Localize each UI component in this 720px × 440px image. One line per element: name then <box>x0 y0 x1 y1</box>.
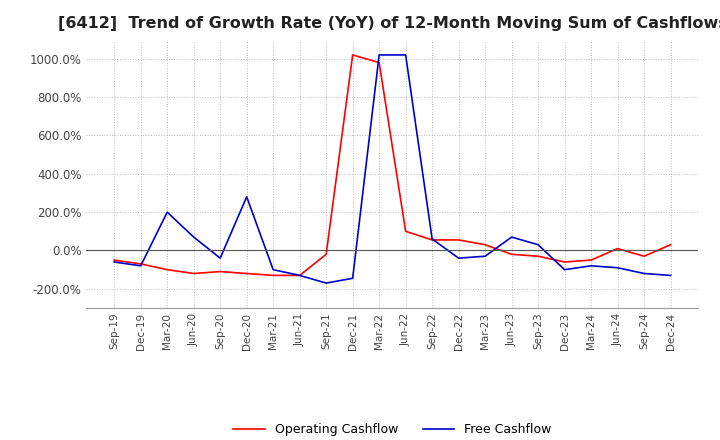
Free Cashflow <box>163 209 171 215</box>
Free Cashflow <box>322 280 330 286</box>
Operating Cashflow <box>136 261 145 267</box>
Free Cashflow <box>136 263 145 268</box>
Free Cashflow <box>295 273 304 278</box>
Operating Cashflow <box>401 229 410 234</box>
Free Cashflow <box>640 271 649 276</box>
Free Cashflow <box>348 275 357 281</box>
Operating Cashflow <box>560 259 569 264</box>
Free Cashflow <box>534 242 542 247</box>
Free Cashflow <box>613 265 622 270</box>
Operating Cashflow <box>348 52 357 58</box>
Free Cashflow <box>587 263 595 268</box>
Free Cashflow <box>375 52 384 58</box>
Free Cashflow <box>481 253 490 259</box>
Free Cashflow <box>216 256 225 261</box>
Operating Cashflow <box>269 273 277 278</box>
Free Cashflow <box>666 273 675 278</box>
Line: Operating Cashflow: Operating Cashflow <box>114 55 670 275</box>
Legend: Operating Cashflow, Free Cashflow: Operating Cashflow, Free Cashflow <box>228 418 557 440</box>
Operating Cashflow <box>481 242 490 247</box>
Operating Cashflow <box>375 60 384 65</box>
Operating Cashflow <box>613 246 622 251</box>
Operating Cashflow <box>322 252 330 257</box>
Free Cashflow <box>560 267 569 272</box>
Operating Cashflow <box>508 252 516 257</box>
Free Cashflow <box>508 235 516 240</box>
Operating Cashflow <box>163 267 171 272</box>
Operating Cashflow <box>587 257 595 263</box>
Line: Free Cashflow: Free Cashflow <box>114 55 670 283</box>
Operating Cashflow <box>110 257 119 263</box>
Free Cashflow <box>454 256 463 261</box>
Operating Cashflow <box>295 273 304 278</box>
Free Cashflow <box>189 235 198 240</box>
Operating Cashflow <box>428 237 436 242</box>
Free Cashflow <box>428 236 436 242</box>
Free Cashflow <box>269 267 277 272</box>
Operating Cashflow <box>534 253 542 259</box>
Title: [6412]  Trend of Growth Rate (YoY) of 12-Month Moving Sum of Cashflows: [6412] Trend of Growth Rate (YoY) of 12-… <box>58 16 720 32</box>
Operating Cashflow <box>454 237 463 242</box>
Operating Cashflow <box>640 253 649 259</box>
Operating Cashflow <box>189 271 198 276</box>
Operating Cashflow <box>216 269 225 274</box>
Free Cashflow <box>243 194 251 199</box>
Operating Cashflow <box>243 271 251 276</box>
Free Cashflow <box>110 259 119 264</box>
Free Cashflow <box>401 52 410 58</box>
Operating Cashflow <box>666 242 675 247</box>
